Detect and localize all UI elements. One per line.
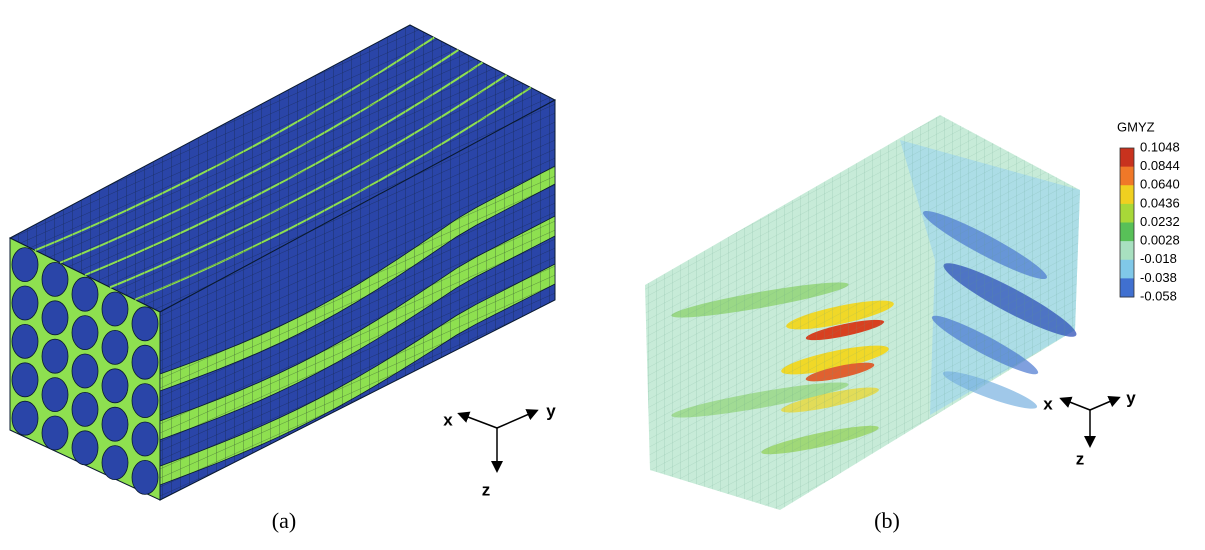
colorbar-label: -0.018 — [1140, 251, 1177, 266]
fiber-section — [72, 392, 98, 426]
fiber-section — [102, 407, 128, 441]
colorbar-label: 0.0232 — [1140, 214, 1180, 229]
fiber-section — [72, 316, 98, 350]
colorbar-title: GMYZ — [1117, 119, 1155, 134]
fiber-section — [132, 307, 158, 341]
axis-label: x — [443, 410, 453, 429]
fiber-section — [72, 277, 98, 311]
colorbar-segment — [1120, 260, 1134, 279]
fiber-section — [132, 384, 158, 418]
axis-label: z — [1076, 449, 1085, 468]
fiber-section — [12, 363, 38, 397]
colorbar-label: 0.0844 — [1140, 158, 1180, 173]
caption: (b) — [874, 508, 900, 533]
axis-label: x — [1043, 394, 1053, 413]
mesh-block — [10, 25, 555, 500]
fiber-section — [42, 416, 68, 450]
fiber-section — [12, 324, 38, 358]
axis-label: y — [546, 401, 556, 420]
colorbar-segment — [1120, 241, 1134, 260]
fiber-section — [42, 339, 68, 373]
colorbar-segment — [1120, 148, 1134, 167]
colorbar-label: -0.058 — [1140, 288, 1177, 303]
axis-label: z — [482, 480, 491, 499]
colorbar-segment — [1120, 278, 1134, 297]
colorbar-label: -0.038 — [1140, 270, 1177, 285]
fiber-section — [72, 354, 98, 388]
fiber-section — [42, 378, 68, 412]
fiber-section — [12, 286, 38, 320]
contour-block — [645, 115, 1082, 510]
fiber-section — [102, 446, 128, 480]
fiber-section — [102, 330, 128, 364]
figure: x y z x y z (a) (b) GMYZ 0.1048 0.0844 0.0… — [0, 0, 1205, 550]
colorbar-segment — [1120, 204, 1134, 223]
fiber-section — [102, 369, 128, 403]
fiber-section — [72, 431, 98, 465]
fiber-section — [42, 262, 68, 296]
fiber-section — [132, 422, 158, 456]
fiber-section — [12, 401, 38, 435]
fiber-section — [132, 460, 158, 494]
colorbar-segment — [1120, 223, 1134, 242]
colorbar-label: 0.0028 — [1140, 233, 1180, 248]
axis-label: y — [1126, 388, 1136, 407]
caption: (a) — [272, 508, 296, 533]
colorbar-segment — [1120, 167, 1134, 186]
colorbar-label: 0.0640 — [1140, 177, 1180, 192]
colorbar: 0.1048 0.0844 0.0640 0.0436 0.0232 0.0028 -0.0… — [1120, 139, 1180, 303]
colorbar-label: 0.1048 — [1140, 139, 1180, 154]
fiber-section — [132, 345, 158, 379]
fiber-section — [12, 248, 38, 282]
colorbar-label: 0.0436 — [1140, 195, 1180, 210]
colorbar-segment — [1120, 185, 1134, 204]
fiber-section — [102, 292, 128, 326]
page: x y z x y z (a) (b) GMYZ 0.1048 0.0844 0.0… — [0, 0, 1205, 550]
fiber-section — [42, 301, 68, 335]
